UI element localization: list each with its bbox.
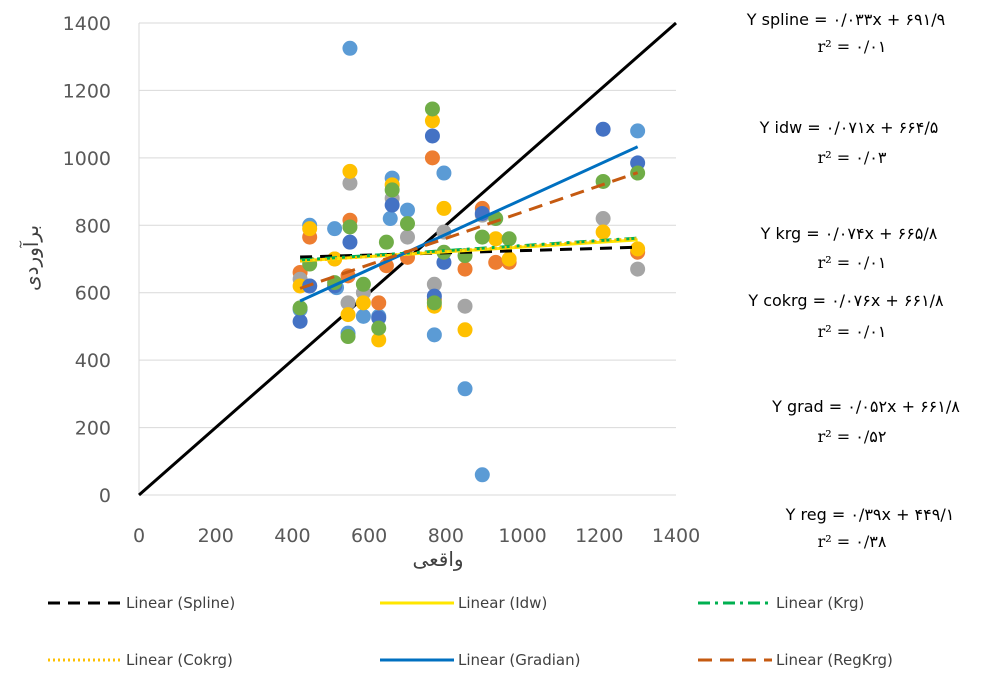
data-point: [378, 234, 394, 250]
x-tick-label: 400: [274, 525, 310, 547]
trendlines-group: [299, 145, 639, 303]
data-point: [630, 261, 646, 277]
data-point: [355, 295, 371, 311]
data-point: [400, 216, 415, 232]
y-tick-label: 1400: [63, 13, 111, 35]
x-tick-label: 0: [133, 525, 145, 547]
data-point: [436, 165, 452, 181]
data-point: [342, 175, 358, 191]
data-point: [424, 150, 440, 166]
data-point: [630, 241, 646, 257]
trendline-5: [299, 171, 639, 290]
x-tick-label: 200: [198, 525, 234, 547]
data-point: [384, 182, 400, 198]
y-tick-label: 0: [99, 485, 111, 507]
data-point: [457, 381, 473, 397]
legend-label: Linear (Gradian): [458, 651, 580, 669]
equation-text: Y spline = ۰/۰۳۳x + ۶۹۱/۹: [746, 10, 945, 29]
trendline-3: [300, 237, 638, 263]
gridlines: [139, 22, 676, 429]
equation-text: Y grad = ۰/۰۵۲x + ۶۶۱/۸: [771, 397, 960, 416]
equation-text: Y cokrg = ۰/۰۷۶x + ۶۶۱/۸: [747, 291, 944, 310]
legend-label: Linear (Krg): [776, 594, 864, 612]
data-point: [292, 300, 308, 316]
data-point: [424, 128, 440, 144]
data-point: [630, 123, 646, 139]
data-point: [426, 327, 442, 343]
data-points-group: [292, 40, 646, 483]
legend-label: Linear (Spline): [126, 594, 235, 612]
data-point: [355, 276, 371, 292]
tick-labels-group: 0 200 400 600 800 1000 1200 1400 0 200 400 600 800 10…: [63, 13, 701, 547]
data-point: [424, 101, 440, 117]
equation-text: Y krg = ۰/۰۷۴x + ۶۶۵/۸: [760, 224, 938, 243]
data-point: [474, 467, 490, 483]
data-point: [424, 113, 440, 129]
data-point: [436, 200, 452, 216]
plot-frame: [138, 23, 676, 496]
data-point: [488, 231, 504, 247]
legend-label: Linear (RegKrg): [776, 651, 893, 669]
equations-group: Y spline = ۰/۰۳۳x + ۶۹۱/۹ r² = ۰/۰۱ Y idw …: [746, 10, 960, 551]
data-point: [595, 121, 611, 137]
data-point: [371, 295, 387, 311]
data-point: [501, 251, 517, 267]
x-tick-label: 1200: [575, 525, 623, 547]
trendline-4: [299, 145, 639, 303]
data-point: [474, 229, 490, 245]
x-tick-label: 800: [428, 525, 464, 547]
data-point: [340, 307, 356, 323]
trendline-0: [300, 245, 638, 259]
legend-label: Linear (Idw): [458, 594, 547, 612]
r-squared-text: r² = ۰/۰۱: [818, 322, 887, 341]
y-tick-label: 600: [75, 283, 111, 305]
data-point: [371, 332, 387, 348]
x-tick-label: 1400: [652, 525, 700, 547]
data-point: [595, 211, 611, 227]
data-point: [340, 295, 356, 311]
data-point: [457, 322, 473, 338]
data-point: [327, 221, 343, 237]
r-squared-text: r² = ۰/۰۳: [818, 148, 887, 167]
legend-label: Linear (Cokrg): [126, 651, 233, 669]
data-point: [342, 40, 358, 56]
data-point: [457, 298, 473, 314]
data-point: [342, 234, 358, 250]
data-point: [400, 202, 415, 218]
data-point: [457, 261, 473, 277]
y-tick-label: 1200: [63, 80, 111, 102]
data-point: [382, 211, 398, 227]
data-point: [426, 276, 442, 292]
data-point: [340, 329, 356, 345]
y-tick-label: 400: [75, 350, 111, 372]
y-axis-title: برآوردی: [18, 225, 43, 291]
data-point: [384, 197, 400, 213]
legend: Linear (Spline) Linear (Idw) Linear (Krg) L…: [48, 594, 893, 669]
data-point: [371, 320, 387, 336]
r-squared-text: r² = ۰/۵۲: [818, 427, 887, 446]
r-squared-text: r² = ۰/۰۱: [818, 37, 887, 56]
data-point: [292, 313, 308, 329]
data-point: [488, 254, 504, 270]
data-point: [302, 221, 318, 237]
data-point: [342, 163, 358, 179]
equation-text: Y reg = ۰/۳۹x + ۴۴۹/۱: [785, 505, 955, 524]
x-tick-label: 600: [351, 525, 387, 547]
equation-text: Y idw = ۰/۰۷۱x + ۶۶۴/۵: [759, 118, 939, 137]
data-point: [501, 231, 517, 247]
y-tick-label: 200: [75, 418, 111, 440]
data-point: [426, 295, 442, 311]
data-point: [342, 219, 358, 235]
x-axis-title: واقعی: [412, 547, 463, 571]
data-point: [355, 308, 371, 324]
data-point: [400, 229, 415, 245]
y-tick-label: 1000: [63, 148, 111, 170]
x-tick-label: 1000: [498, 525, 546, 547]
data-point: [595, 224, 611, 240]
r-squared-text: r² = ۰/۳۸: [818, 532, 887, 551]
r-squared-text: r² = ۰/۰۱: [818, 253, 887, 272]
y-tick-label: 800: [75, 215, 111, 237]
